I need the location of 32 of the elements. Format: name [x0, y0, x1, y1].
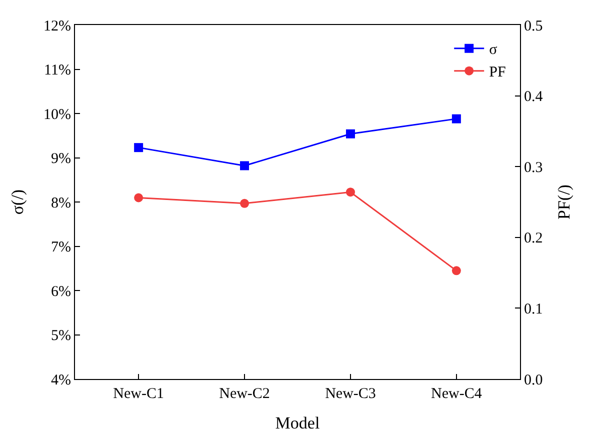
- y-axis-title: σ(/): [8, 189, 28, 215]
- y-tick-label: 9%: [51, 151, 71, 167]
- point: [240, 161, 250, 170]
- y-tick-label: 10%: [44, 106, 71, 123]
- point: [346, 129, 355, 138]
- y2-tick-label: 0.5: [524, 18, 543, 34]
- legend-label: PF: [489, 64, 506, 81]
- point: [452, 114, 461, 124]
- point: [346, 188, 355, 197]
- y-tick-label: 7%: [51, 240, 71, 256]
- point: [452, 266, 461, 276]
- x-tick-label: New-C4: [431, 386, 482, 402]
- y2-tick-label: 0.2: [524, 230, 543, 247]
- y2-axis-title: PF(/): [554, 184, 574, 220]
- x-tick-label: New-C1: [113, 386, 164, 402]
- y2-tick-label: 0.1: [524, 301, 543, 318]
- y-tick-label: 4%: [51, 372, 71, 388]
- y-tick-label: 8%: [51, 195, 71, 212]
- x-axis-title: Model: [275, 413, 320, 432]
- y-tick-label: 11%: [44, 62, 71, 78]
- x-tick-label: New-C3: [325, 386, 376, 402]
- y-tick-label: 5%: [51, 328, 71, 344]
- y2-tick-label: 0.3: [524, 160, 543, 176]
- y-tick-label: 12%: [44, 18, 71, 34]
- x-tick-label: New-C2: [219, 386, 270, 402]
- y2-tick-label: 0.0: [524, 372, 543, 388]
- y2-tick-label: 0.4: [524, 89, 544, 106]
- y-tick-label: 6%: [51, 284, 71, 300]
- legend-label: σ: [489, 42, 498, 58]
- point: [134, 143, 144, 152]
- point: [134, 193, 144, 202]
- point: [240, 198, 250, 208]
